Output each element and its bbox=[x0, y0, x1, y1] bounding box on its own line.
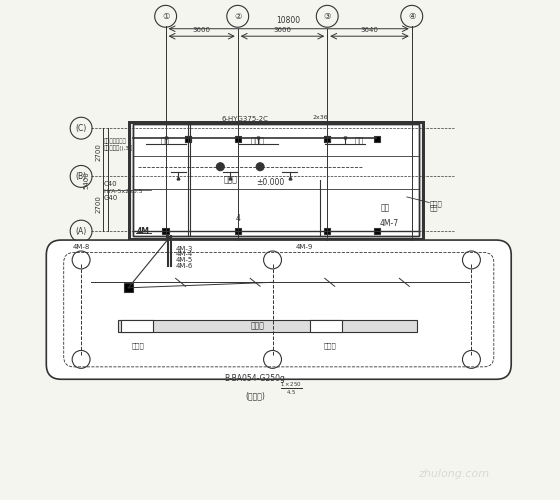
Text: 3640: 3640 bbox=[361, 26, 379, 32]
Bar bbox=[133, 124, 419, 236]
Bar bbox=[129, 122, 423, 238]
Text: G40: G40 bbox=[104, 196, 118, 202]
Text: (荣光灯): (荣光灯) bbox=[245, 392, 265, 400]
Bar bbox=[129, 122, 423, 238]
Text: 加油岛: 加油岛 bbox=[251, 322, 264, 330]
Bar bbox=[324, 136, 330, 141]
Text: 加油机: 加油机 bbox=[323, 342, 336, 348]
Text: 4M-6: 4M-6 bbox=[176, 264, 193, 270]
Bar bbox=[185, 136, 191, 141]
Text: 无图用户位设备
上边距最低(),3米: 无图用户位设备 上边距最低(),3米 bbox=[104, 139, 133, 151]
Circle shape bbox=[256, 162, 264, 170]
Bar bbox=[162, 228, 169, 234]
Text: 6-HYG375-2C: 6-HYG375-2C bbox=[222, 116, 269, 121]
Text: 4M-7: 4M-7 bbox=[380, 219, 399, 228]
Text: ①: ① bbox=[162, 12, 169, 21]
Bar bbox=[324, 136, 330, 142]
Text: 4: 4 bbox=[235, 214, 240, 223]
Text: 2700: 2700 bbox=[96, 195, 101, 212]
Bar bbox=[374, 136, 380, 141]
Text: 5400: 5400 bbox=[83, 171, 89, 188]
Bar bbox=[121, 320, 153, 332]
FancyBboxPatch shape bbox=[46, 240, 511, 380]
Text: 厕所: 厕所 bbox=[429, 205, 438, 212]
Text: ±0.000: ±0.000 bbox=[256, 178, 284, 187]
Text: 4M-3: 4M-3 bbox=[176, 246, 193, 252]
Bar bbox=[374, 228, 380, 234]
Text: 加油机: 加油机 bbox=[132, 342, 144, 348]
Bar bbox=[133, 124, 419, 236]
Text: 账部: 账部 bbox=[355, 136, 364, 145]
Text: zhulong.com: zhulong.com bbox=[418, 468, 489, 478]
Bar bbox=[118, 320, 417, 332]
Text: (C): (C) bbox=[76, 124, 87, 132]
Bar bbox=[124, 284, 133, 292]
Text: $\frac{1\times250}{4.5}$: $\frac{1\times250}{4.5}$ bbox=[280, 381, 302, 397]
Text: 厕所: 厕所 bbox=[380, 204, 389, 212]
Text: HYA-5x2x0.5: HYA-5x2x0.5 bbox=[104, 189, 143, 194]
Text: (A): (A) bbox=[76, 226, 87, 235]
Text: 正面图: 正面图 bbox=[429, 201, 442, 207]
Text: 4M: 4M bbox=[137, 226, 150, 235]
Text: 4M-9: 4M-9 bbox=[296, 244, 314, 250]
Text: 10800: 10800 bbox=[277, 16, 301, 25]
Text: 差建室: 差建室 bbox=[251, 136, 264, 145]
Text: (B): (B) bbox=[76, 172, 87, 181]
Text: 2x36: 2x36 bbox=[312, 115, 328, 120]
Bar bbox=[235, 136, 241, 141]
Bar bbox=[235, 228, 241, 234]
Bar bbox=[324, 228, 330, 234]
Text: 4M-4: 4M-4 bbox=[176, 252, 193, 258]
Text: 2700: 2700 bbox=[96, 144, 101, 161]
Text: C40: C40 bbox=[104, 182, 117, 188]
Bar bbox=[310, 320, 342, 332]
Text: 3600: 3600 bbox=[273, 26, 292, 32]
Text: 4M-8: 4M-8 bbox=[72, 244, 90, 250]
Text: ②: ② bbox=[234, 12, 241, 21]
Bar bbox=[185, 136, 191, 141]
Text: 消防: 消防 bbox=[161, 136, 170, 145]
Text: 4M-5: 4M-5 bbox=[176, 258, 193, 264]
Circle shape bbox=[216, 162, 225, 170]
Text: ④: ④ bbox=[408, 12, 416, 21]
Text: 营业厅: 营业厅 bbox=[223, 176, 237, 184]
Text: B-BA054-G250g: B-BA054-G250g bbox=[225, 374, 286, 384]
Text: ③: ③ bbox=[324, 12, 331, 21]
Text: 3600: 3600 bbox=[193, 26, 211, 32]
